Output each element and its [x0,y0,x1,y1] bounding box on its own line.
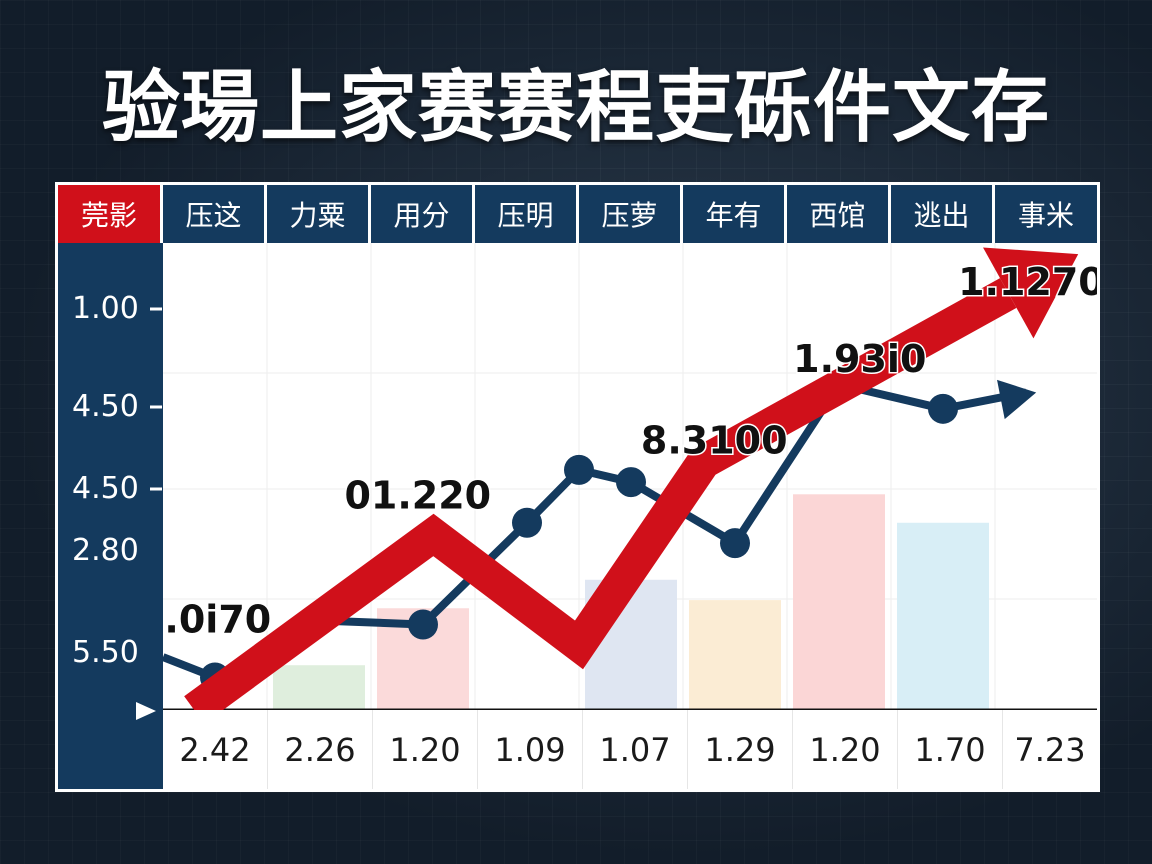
header-col-3: 用分 [371,185,475,243]
navy-series-point [512,507,542,538]
header-col-1: 压这 [163,185,267,243]
header-corner: 莞影 [58,185,163,243]
navy-arrowhead-icon [997,379,1037,420]
chart-panel: 莞影 压这 力粟 用分 压明 压萝 年有 西馆 逃出 事米 1.00 4.50 … [55,182,1100,792]
bar [689,600,781,710]
y-tick-label: 5.50 [72,635,139,670]
header-row: 莞影 压这 力粟 用分 压明 压萝 年有 西馆 逃出 事米 [58,185,1097,243]
value-cell: 2.42 [163,710,268,789]
y-tick-label: 2.80 [72,533,139,568]
value-cell: 1.70 [898,710,1003,789]
bar [273,665,365,710]
value-row: 2.42 2.26 1.20 1.09 1.07 1.29 1.20 1.70 … [163,710,1097,789]
value-cell: 1.20 [373,710,478,789]
data-label: 01.220 [344,474,491,518]
value-cell: 7.23 [1014,730,1086,769]
data-label: 1.1270 [958,260,1097,304]
header-col-9: 事米 [995,185,1097,243]
value-cell: 1.29 [688,710,793,789]
navy-series-point [616,467,646,498]
header-col-7: 西馆 [787,185,891,243]
red-arrowhead-icon [983,247,1079,339]
value-cell: 1.07 [583,710,688,789]
y-axis-ticks [136,307,162,720]
y-axis-panel: 1.00 4.50 4.50 2.80 5.50 [58,243,163,789]
header-col-8: 逃出 [891,185,995,243]
y-tick-label: 4.50 [72,471,139,506]
bar [897,522,989,710]
navy-series-point [720,528,750,559]
value-cell: 1.20 [793,710,898,789]
data-label: 1.93i0 [793,337,926,381]
value-cell: 1.09 [478,710,583,789]
header-col-6: 年有 [683,185,787,243]
value-cell: 2.26 [268,710,373,789]
data-label: 8.3100 [641,419,788,463]
header-col-4: 压明 [475,185,579,243]
y-tick-label: 4.50 [72,389,139,424]
navy-series-point [564,454,594,485]
navy-series-point [928,393,958,424]
red-trend-line [184,278,1017,724]
header-col-2: 力粟 [267,185,371,243]
data-label: 1.0i70 [163,598,271,642]
navy-series-point [408,609,438,640]
y-tick-label: 1.00 [72,291,139,326]
header-col-5: 压萝 [579,185,683,243]
chart-title: 验瑒上家赛赛程吏砾件文存 [101,63,1050,153]
axis-pointer-icon [136,702,156,720]
bar [793,494,885,710]
